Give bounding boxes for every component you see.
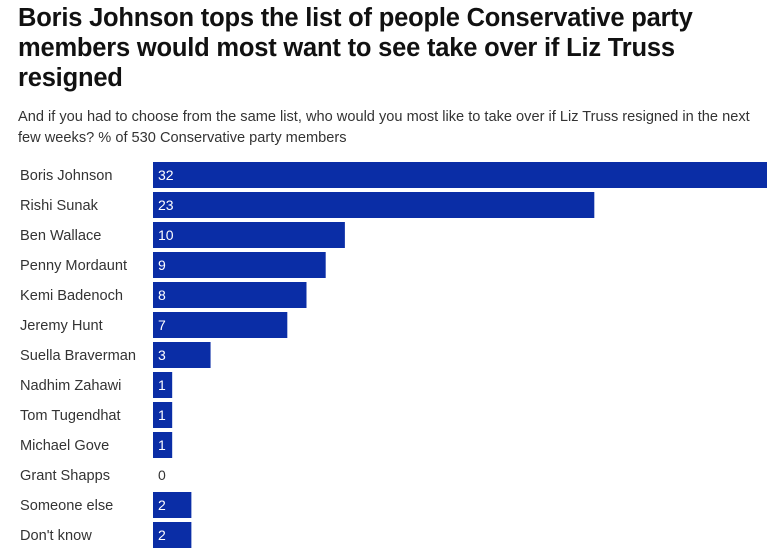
bar <box>153 432 173 458</box>
value-label: 2 <box>158 497 166 513</box>
category-label: Michael Gove <box>20 438 109 454</box>
bar <box>153 342 211 368</box>
bar <box>153 522 192 548</box>
category-label: Someone else <box>20 498 113 514</box>
value-label: 2 <box>158 527 166 543</box>
chart-title: Boris Johnson tops the list of people Co… <box>18 4 693 92</box>
category-label: Jeremy Hunt <box>20 318 103 334</box>
value-label: 1 <box>158 377 166 393</box>
value-label: 1 <box>158 407 166 423</box>
bar <box>153 222 345 248</box>
value-label: 9 <box>158 257 166 273</box>
category-label: Kemi Badenoch <box>20 288 123 304</box>
bar <box>153 192 595 218</box>
category-label: Boris Johnson <box>20 168 112 184</box>
value-label: 23 <box>158 197 174 213</box>
category-label: Nadhim Zahawi <box>20 378 121 394</box>
category-label: Tom Tugendhat <box>20 408 121 424</box>
bar <box>153 372 173 398</box>
category-label: Penny Mordaunt <box>20 258 127 274</box>
value-label: 10 <box>158 227 174 243</box>
value-label: 3 <box>158 347 166 363</box>
bar <box>153 312 288 338</box>
category-label: Suella Braverman <box>20 348 136 364</box>
category-label: Ben Wallace <box>20 228 101 244</box>
value-label: 8 <box>158 287 166 303</box>
bar <box>153 402 173 428</box>
category-label: Grant Shapps <box>20 468 110 484</box>
chart-subtitle: And if you had to choose from the same l… <box>18 109 750 146</box>
bar <box>153 162 767 188</box>
bar <box>153 252 326 278</box>
bar <box>153 492 192 518</box>
category-label: Rishi Sunak <box>20 198 99 214</box>
bar <box>153 282 307 308</box>
value-label: 32 <box>158 167 174 183</box>
value-label: 1 <box>158 437 166 453</box>
category-label: Don't know <box>20 528 92 544</box>
value-label: 0 <box>158 467 166 483</box>
value-label: 7 <box>158 317 166 333</box>
